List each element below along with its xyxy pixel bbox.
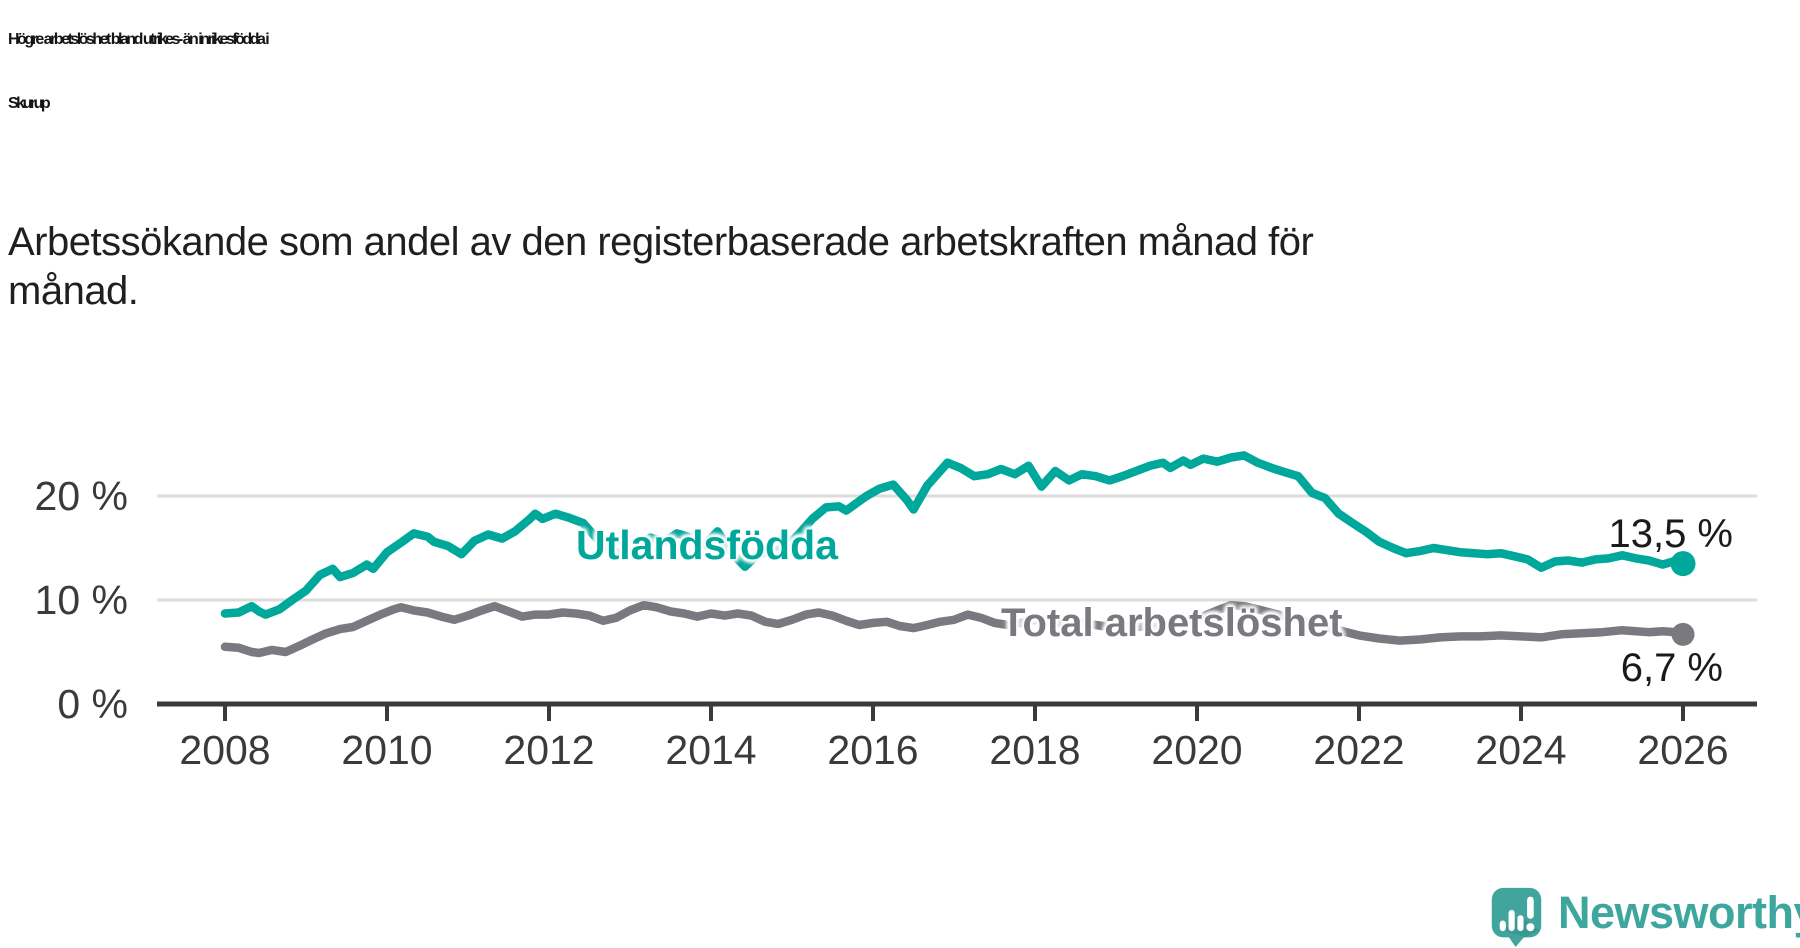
series-label-total-arbetsloshet: Total arbetslöshet <box>1001 601 1343 645</box>
page-title-line2: Skurup <box>8 95 51 112</box>
series-end-dot-utlandsfodda <box>1670 551 1696 577</box>
x-axis-label-2024: 2024 <box>1475 727 1567 773</box>
x-axis-label-2016: 2016 <box>827 727 919 773</box>
x-axis-label-2018: 2018 <box>989 727 1081 773</box>
x-axis-label-2022: 2022 <box>1313 727 1405 773</box>
y-axis-label-0: 0 % <box>57 681 128 727</box>
chart-subtitle: Arbetssökande som andel av den registerb… <box>8 218 1508 316</box>
y-axis-label-10: 10 % <box>34 577 128 623</box>
page-title-line1: Högre arbetslöshet bland utrikes- än inr… <box>8 31 270 48</box>
x-axis-label-2010: 2010 <box>341 727 433 773</box>
x-axis-label-2014: 2014 <box>665 727 757 773</box>
series-label-utlandsfodda: Utlandsfödda <box>576 522 838 568</box>
chart-subtitle-line2: månad. <box>8 269 139 313</box>
series-end-dot-total-arbetsloshet <box>1671 622 1695 646</box>
chart-subtitle-line1: Arbetssökande som andel av den registerb… <box>8 220 1314 264</box>
x-axis-label-2026: 2026 <box>1637 727 1729 773</box>
series-line-total-arbetsloshet <box>220 600 1688 658</box>
x-axis-label-2012: 2012 <box>503 727 595 773</box>
newsworthy-speech-bubble-chart-icon <box>1491 887 1542 948</box>
newsworthy-logo-link[interactable]: Newsworthy <box>1490 886 1800 948</box>
newsworthy-wordmark: Newsworthy <box>1558 887 1800 938</box>
x-axis-label-2008: 2008 <box>179 727 271 773</box>
end-value-label-total-arbetsloshet: 6,7 % <box>1620 646 1723 690</box>
page-title: Högre arbetslöshet bland utrikes- än inr… <box>8 8 1608 136</box>
series-line-utlandsfodda <box>220 451 1688 619</box>
x-axis-label-2020: 2020 <box>1151 727 1243 773</box>
end-value-label-utlandsfodda: 13,5 % <box>1608 512 1733 556</box>
y-axis-label-20: 20 % <box>34 473 128 519</box>
